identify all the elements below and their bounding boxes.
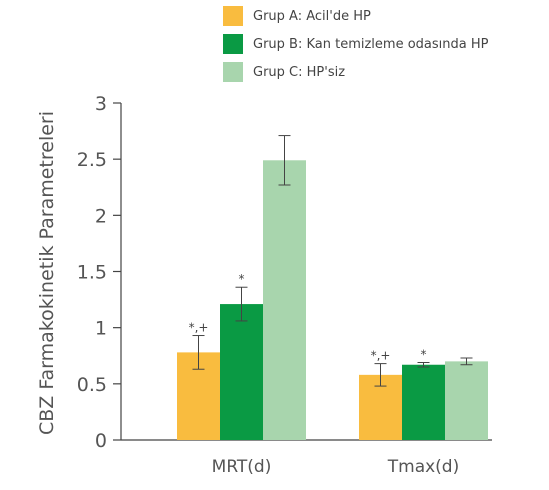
- legend-item-group-b: Grup B: Kan temizleme odasında HP: [223, 34, 488, 54]
- y-axis-title: CBZ Farmakokinetik Parametreleri: [36, 111, 58, 435]
- y-tick-label: 0: [95, 430, 107, 452]
- y-tick-label: 2: [95, 205, 107, 227]
- legend-item-group-c: Grup C: HP'siz: [223, 62, 488, 82]
- y-tick-label: 2.5: [77, 149, 107, 171]
- x-category-label: MRT(d): [212, 457, 272, 477]
- bars: *,+ * *,+ *: [177, 135, 488, 441]
- significance-label: *: [421, 347, 427, 361]
- significance-label: *: [239, 272, 245, 286]
- legend-label-group-a: Grup A: Acil'de HP: [253, 8, 371, 24]
- legend: Grup A: Acil'de HP Grup B: Kan temizleme…: [223, 6, 488, 90]
- legend-swatch-group-c: [223, 62, 243, 82]
- y-tick-label: 1: [95, 318, 107, 340]
- y-tick-label: 1.5: [77, 262, 107, 284]
- y-tick-label: 3: [95, 93, 107, 115]
- bar: [263, 160, 306, 441]
- legend-item-group-a: Grup A: Acil'de HP: [223, 6, 488, 26]
- legend-label-group-c: Grup C: HP'siz: [253, 64, 346, 80]
- legend-swatch-group-b: [223, 34, 243, 54]
- x-category-label: Tmax(d): [387, 457, 459, 477]
- significance-label: *,+: [371, 349, 391, 363]
- bar: [220, 304, 263, 440]
- bar: [402, 364, 445, 440]
- legend-swatch-group-a: [223, 6, 243, 26]
- legend-label-group-b: Grup B: Kan temizleme odasında HP: [253, 36, 489, 52]
- significance-label: *,+: [189, 321, 209, 335]
- y-tick-label: 0.5: [77, 374, 107, 396]
- bar: [445, 361, 488, 440]
